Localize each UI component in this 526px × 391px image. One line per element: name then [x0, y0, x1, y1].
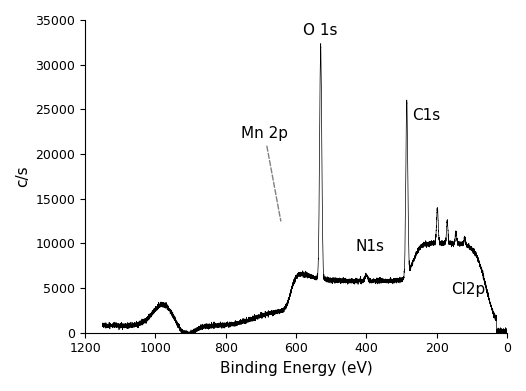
Text: Mn 2p: Mn 2p: [241, 126, 288, 221]
Text: C1s: C1s: [412, 108, 440, 123]
Text: Cl2p: Cl2p: [451, 282, 485, 297]
X-axis label: Binding Energy (eV): Binding Energy (eV): [220, 361, 372, 376]
Text: O 1s: O 1s: [304, 23, 338, 38]
Text: N1s: N1s: [356, 239, 385, 254]
Y-axis label: c/s: c/s: [15, 165, 30, 187]
